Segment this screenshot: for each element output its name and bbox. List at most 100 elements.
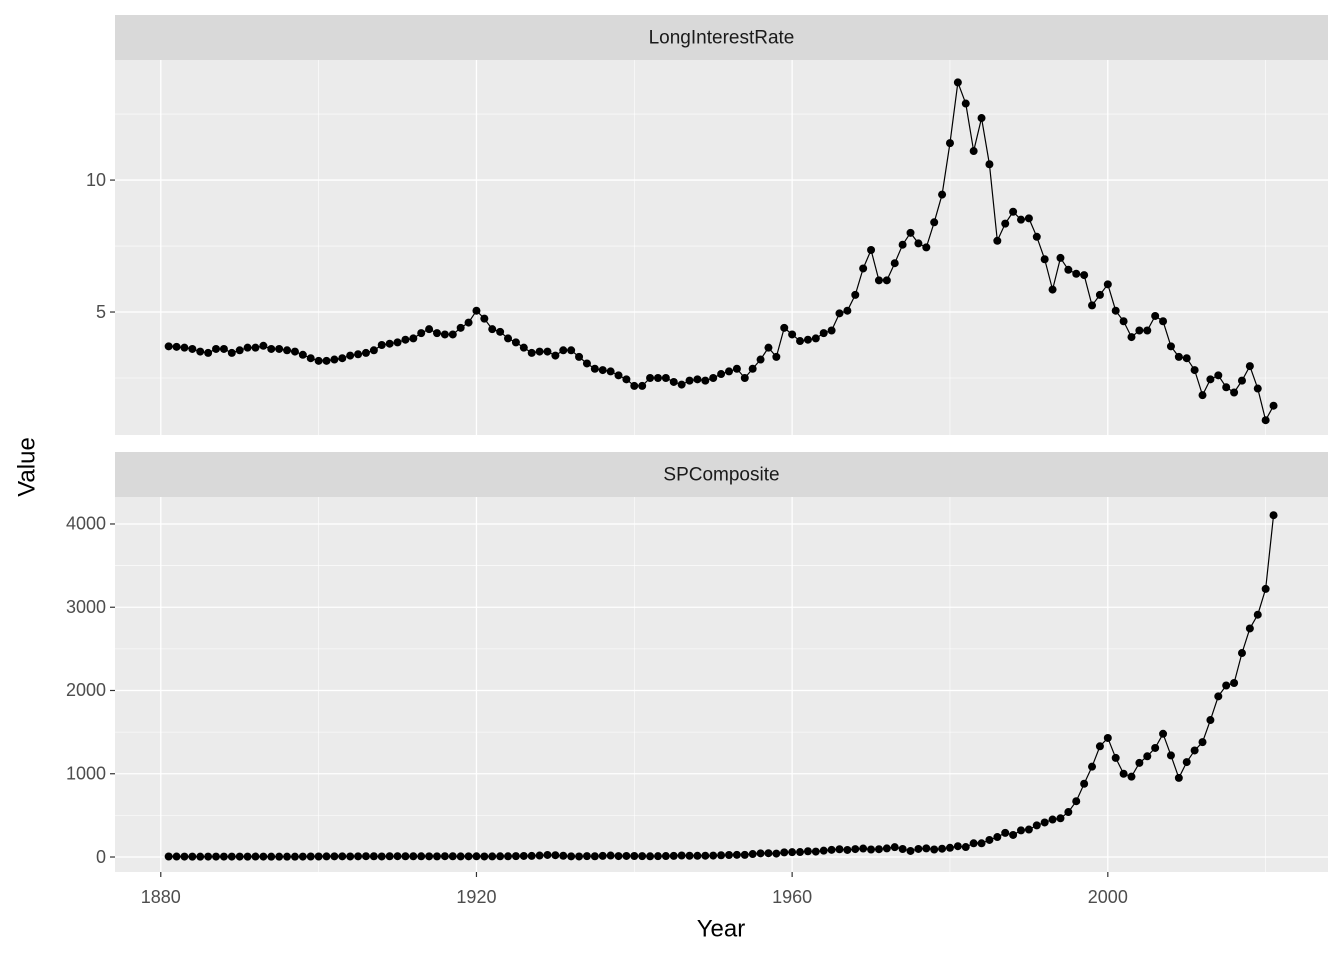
data-point (882, 844, 891, 853)
data-point (788, 330, 797, 339)
data-point (401, 335, 410, 344)
data-point (1190, 366, 1199, 375)
data-point (1135, 326, 1144, 335)
data-point (1111, 306, 1120, 315)
data-point (496, 852, 505, 861)
data-point (243, 343, 252, 352)
data-point (953, 78, 962, 87)
data-point (803, 335, 812, 344)
data-point (575, 852, 584, 861)
data-point (1119, 317, 1128, 326)
data-point (401, 852, 410, 861)
data-point (1253, 610, 1262, 619)
data-point (590, 852, 599, 861)
data-point (1017, 826, 1026, 835)
data-point (985, 160, 994, 169)
data-point (251, 343, 260, 352)
data-point (235, 346, 244, 355)
data-point (1182, 758, 1191, 767)
data-point (709, 851, 718, 860)
data-point (275, 852, 284, 861)
data-point (511, 852, 520, 861)
data-point (1001, 219, 1010, 228)
data-point (1237, 649, 1246, 658)
data-point (1040, 255, 1049, 264)
data-point (385, 339, 394, 348)
data-point (709, 373, 718, 382)
data-point (417, 329, 426, 338)
data-point (527, 348, 536, 357)
data-point (859, 264, 868, 273)
data-point (882, 276, 891, 285)
strip-label: SPComposite (663, 465, 779, 486)
data-point (314, 356, 323, 365)
data-point (1024, 825, 1033, 834)
data-point (685, 851, 694, 860)
data-point (196, 347, 205, 356)
y-tick-label: 5 (96, 302, 106, 322)
data-point (661, 852, 670, 861)
data-point (1222, 383, 1231, 392)
data-point (1159, 317, 1168, 326)
data-point (653, 852, 662, 861)
x-axis-title: Year (697, 915, 746, 942)
data-point (393, 338, 402, 347)
data-point (764, 849, 773, 858)
data-point (330, 852, 339, 861)
data-point (788, 848, 797, 857)
data-point (803, 847, 812, 856)
data-point (1222, 681, 1231, 690)
data-point (519, 851, 528, 860)
data-point (1072, 797, 1081, 806)
data-point (740, 373, 749, 382)
data-point (204, 852, 213, 861)
data-point (961, 99, 970, 108)
data-point (811, 334, 820, 343)
data-point (701, 851, 710, 860)
data-point (1080, 271, 1089, 280)
data-point (685, 376, 694, 385)
data-point (890, 843, 899, 852)
data-point (772, 849, 781, 858)
data-point (219, 344, 228, 353)
data-point (1245, 624, 1254, 633)
data-point (756, 355, 765, 364)
data-point (409, 334, 418, 343)
data-point (1214, 371, 1223, 380)
data-point (740, 850, 749, 859)
data-point (796, 848, 805, 857)
x-tick-label: 1960 (772, 887, 812, 907)
data-point (575, 352, 584, 361)
data-point (456, 323, 465, 332)
data-point (267, 344, 276, 353)
data-point (914, 239, 923, 248)
data-point (369, 852, 378, 861)
data-point (464, 318, 473, 327)
data-point (519, 343, 528, 352)
data-point (172, 342, 181, 351)
data-point (1198, 391, 1207, 400)
data-point (219, 852, 228, 861)
data-point (188, 852, 197, 861)
data-point (661, 373, 670, 382)
data-point (1253, 384, 1262, 393)
data-point (1048, 285, 1057, 294)
data-point (567, 346, 576, 355)
data-point (235, 852, 244, 861)
data-point (1174, 773, 1183, 782)
data-point (393, 852, 402, 861)
data-point (551, 851, 560, 860)
data-point (953, 842, 962, 851)
data-point (598, 851, 607, 860)
data-point (732, 850, 741, 859)
data-point (867, 246, 876, 255)
data-point (693, 375, 702, 384)
data-point (922, 844, 931, 853)
data-point (283, 852, 292, 861)
data-point (496, 327, 505, 336)
y-tick-label: 0 (96, 847, 106, 867)
data-point (677, 851, 686, 860)
data-point (1017, 215, 1026, 224)
data-point (717, 851, 726, 860)
data-point (1127, 333, 1136, 342)
